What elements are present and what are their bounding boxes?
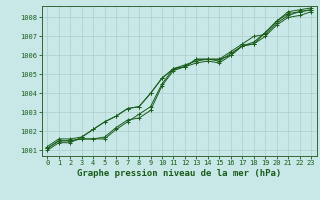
X-axis label: Graphe pression niveau de la mer (hPa): Graphe pression niveau de la mer (hPa): [77, 169, 281, 178]
